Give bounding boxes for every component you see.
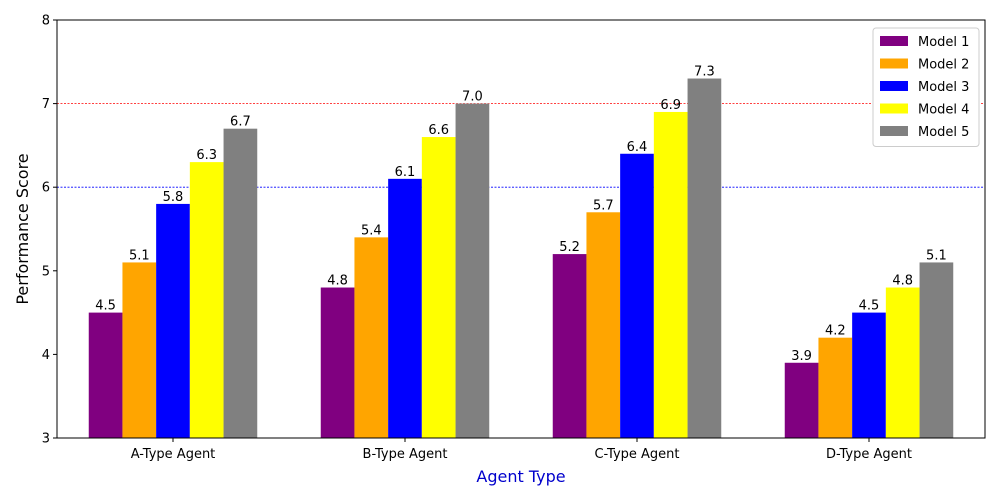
bar-value-label: 6.1 xyxy=(395,165,416,180)
bar xyxy=(421,137,456,439)
legend-label: Model 4 xyxy=(918,103,969,118)
legend-swatch xyxy=(880,36,908,46)
bar-value-label: 4.5 xyxy=(859,299,880,314)
x-tick-label: C-Type Agent xyxy=(594,447,679,462)
bar-value-label: 6.4 xyxy=(627,140,648,155)
legend-box xyxy=(872,27,980,147)
bar xyxy=(223,128,258,438)
y-tick-label: 8 xyxy=(42,14,50,29)
legend-label: Model 5 xyxy=(918,125,969,140)
y-tick-label: 5 xyxy=(42,264,50,279)
bar-value-label: 4.8 xyxy=(327,274,348,289)
legend: Model 1 Model 2 Model 3 Model 4 Model 5 xyxy=(872,27,980,147)
bar xyxy=(156,203,190,438)
legend-swatch xyxy=(880,126,908,136)
bar xyxy=(552,254,587,438)
bar-value-label: 4.5 xyxy=(95,299,116,314)
bar xyxy=(388,178,422,438)
bar xyxy=(586,212,621,438)
bar xyxy=(320,287,355,438)
bar xyxy=(687,78,722,439)
bar xyxy=(620,153,654,438)
bar xyxy=(455,103,490,438)
bar-value-label: 7.3 xyxy=(694,65,715,80)
bar-value-label: 5.8 xyxy=(163,190,184,205)
bar xyxy=(818,337,853,438)
bar xyxy=(653,111,688,439)
bar-value-label: 3.9 xyxy=(791,349,812,364)
legend-label: Model 3 xyxy=(918,80,969,95)
bar xyxy=(784,362,819,438)
bar-value-label: 5.7 xyxy=(593,198,614,213)
axes-frame xyxy=(56,19,986,439)
bar xyxy=(919,262,954,438)
y-tick-label: 6 xyxy=(42,181,50,196)
bar xyxy=(852,312,886,438)
y-tick-label: 4 xyxy=(42,348,50,363)
bar-value-label: 6.6 xyxy=(428,123,449,138)
bar-value-label: 6.7 xyxy=(230,115,251,130)
bar xyxy=(122,262,157,438)
bar-value-label: 5.1 xyxy=(926,248,947,263)
bar xyxy=(885,287,920,438)
x-tick-label: D-Type Agent xyxy=(826,447,912,462)
legend-swatch xyxy=(880,81,908,91)
y-tick-label: 3 xyxy=(42,432,50,447)
bar-value-label: 6.3 xyxy=(196,148,217,163)
bar-value-label: 4.8 xyxy=(892,274,913,289)
bar xyxy=(189,162,224,438)
x-axis-label: Agent Type xyxy=(476,467,565,486)
bar-value-label: 6.9 xyxy=(660,98,681,113)
bar-value-label: 4.2 xyxy=(825,324,846,339)
legend-swatch xyxy=(880,58,908,69)
y-tick-label: 7 xyxy=(42,97,50,112)
bar xyxy=(354,237,389,438)
bar-value-label: 5.2 xyxy=(559,240,580,255)
x-tick-label: A-Type Agent xyxy=(131,447,216,462)
bar xyxy=(88,312,123,438)
y-axis-label: Performance Score xyxy=(13,153,32,304)
legend-label: Model 2 xyxy=(918,58,969,73)
x-tick-label: B-Type Agent xyxy=(363,447,448,462)
bar-value-label: 5.1 xyxy=(129,248,150,263)
bar-value-label: 5.4 xyxy=(361,223,382,238)
bar-value-label: 7.0 xyxy=(462,90,483,105)
legend-label: Model 1 xyxy=(918,35,969,50)
legend-swatch xyxy=(880,103,908,114)
